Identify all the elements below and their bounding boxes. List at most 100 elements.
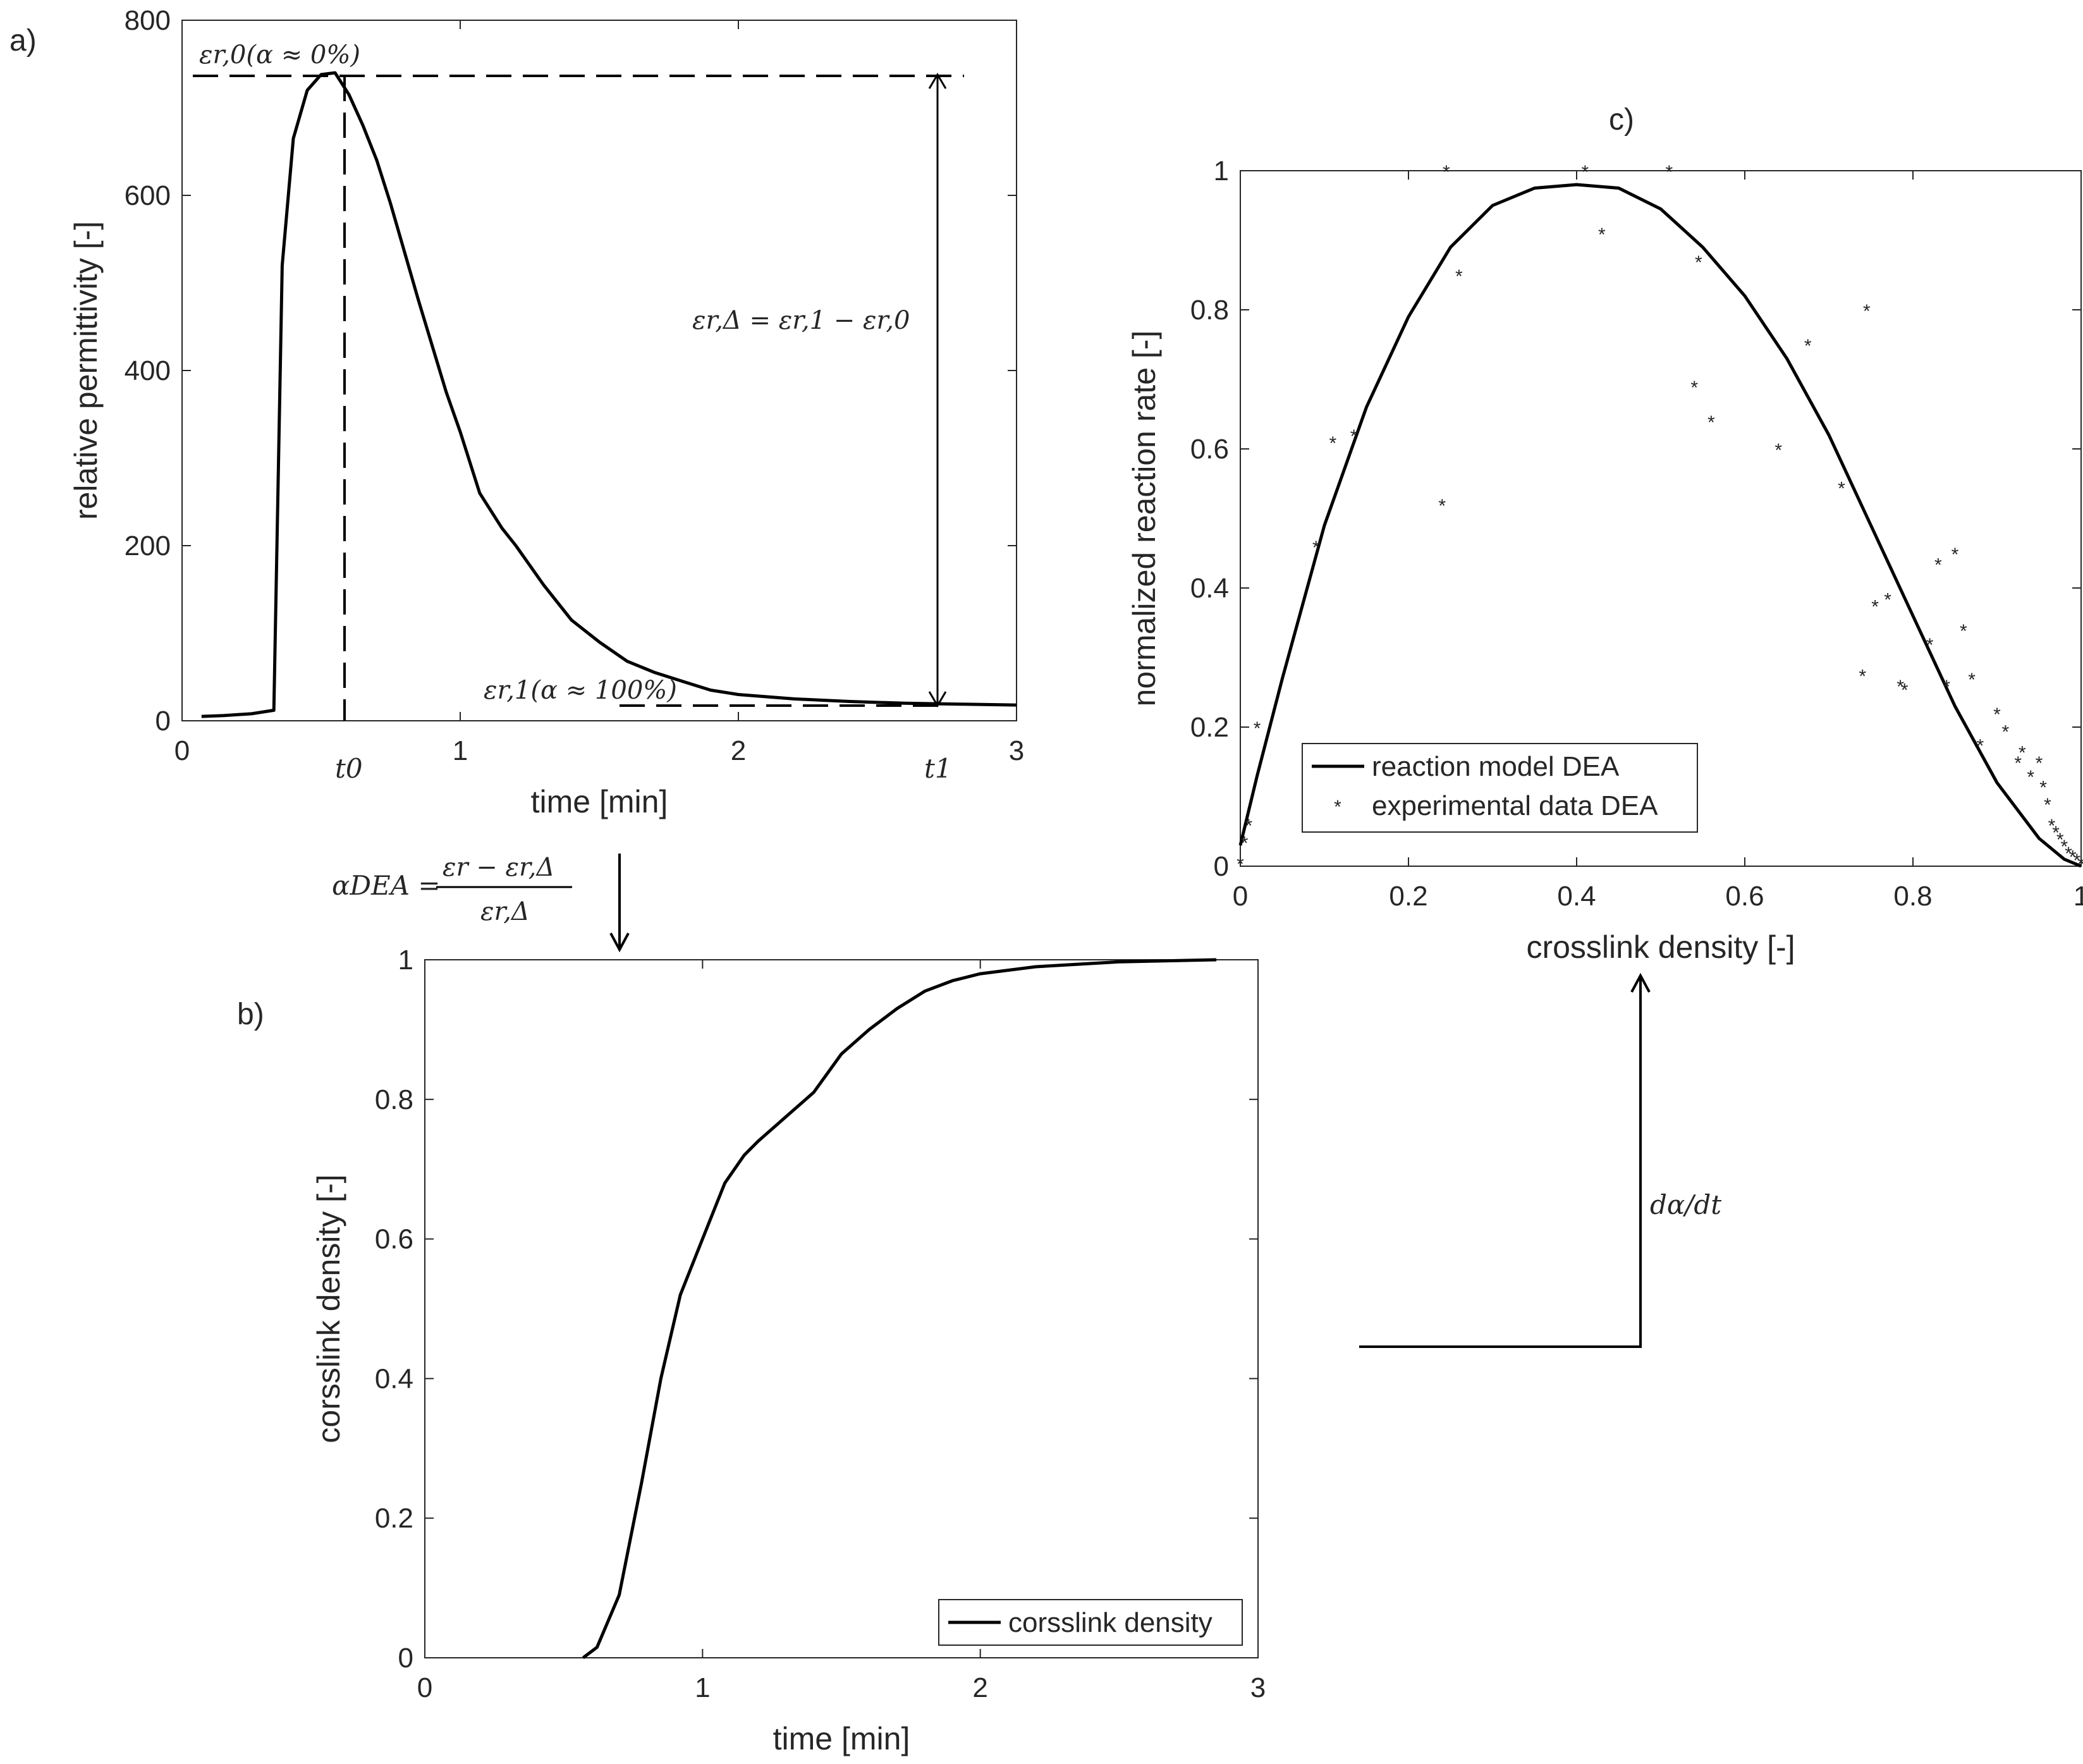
annotations-a — [193, 73, 964, 721]
x-tick-label: 3 — [1009, 735, 1024, 766]
legend-marker-swatch: * — [1334, 797, 1341, 818]
y-tick-label: 1 — [1214, 156, 1229, 187]
scatter-point: * — [2074, 850, 2081, 871]
y-axis-label: corsslink density [-] — [311, 1174, 346, 1443]
delta-arrow-head-top — [928, 73, 947, 89]
delta-label: εr,Δ = εr,1 − εr,0 — [692, 306, 910, 335]
x-tick-label: 3 — [1250, 1672, 1266, 1703]
scatter-point: * — [1241, 833, 1249, 854]
x-tick-label: 0 — [417, 1672, 432, 1703]
panel-label-c: c) — [1609, 103, 1634, 137]
scatter-point: * — [2048, 816, 2056, 836]
scatter-point: * — [1775, 440, 1782, 461]
scatter-point: * — [1943, 677, 1950, 697]
series-line-reaction-model-dea — [1238, 183, 2082, 868]
y-tick-label: 0 — [156, 706, 171, 737]
y-axis-label: relative permittivity [-] — [68, 221, 104, 520]
scatter-point: * — [1952, 544, 1959, 565]
arrow-b-to-c-head — [1630, 972, 1651, 993]
scatter-point: * — [1707, 412, 1715, 433]
scatter-point: * — [1884, 590, 1891, 611]
x-tick-label: 2 — [731, 735, 746, 766]
scatter-point: * — [2001, 722, 2009, 743]
scatter-point: * — [1968, 670, 1976, 690]
scatter-point: * — [1254, 718, 1261, 739]
y-tick-label: 0.2 — [375, 1503, 413, 1534]
x-tick-label: 0.8 — [1893, 881, 1932, 912]
y-tick-label: 0 — [398, 1643, 413, 1674]
y-tick-label: 200 — [125, 530, 171, 561]
y-tick-label: 0 — [1214, 851, 1229, 882]
scatter-point: * — [1863, 301, 1871, 322]
chart-c: 0 0.2 0.4 0.6 0.8 1 0 0.2 0.4 0.6 0.8 1 crosslink de… — [1127, 156, 2083, 965]
scatter-point: * — [1598, 224, 1606, 245]
panel-label-a: a) — [9, 24, 37, 58]
scatter-point: * — [2014, 753, 2022, 774]
axes-box — [1240, 170, 2082, 867]
scatter-point: * — [1838, 479, 1845, 499]
chart-a: 0 1 2 3 0 200 400 600 800 time [min] relative perm… — [68, 5, 1024, 819]
scatter-point: * — [1804, 336, 1812, 357]
scatter-point: * — [1350, 426, 1358, 447]
scatter-point: * — [1581, 162, 1589, 183]
y-tick-label: 1 — [398, 945, 413, 976]
rate-label: dα/dt — [1650, 1189, 1721, 1220]
scatter-point: * — [2039, 778, 2047, 799]
scatter-point: * — [2077, 854, 2083, 875]
chart-b: 0 1 2 3 0 0.2 0.4 0.6 0.8 1 time [min] corsslink de… — [311, 945, 1266, 1756]
scatter-point: * — [1993, 704, 2001, 725]
x-tick-label: 0.4 — [1557, 881, 1596, 912]
scatter-point: * — [1245, 816, 1252, 836]
alpha-numerator: εr − εr,Δ — [443, 853, 554, 882]
x-axis-label: crosslink density [-] — [1526, 929, 1795, 965]
x-tick-label: 1 — [2074, 881, 2083, 912]
scatter-point: * — [1926, 635, 1934, 656]
scatter-point: * — [2056, 830, 2064, 850]
series-line — [201, 71, 1017, 718]
y-axis-label: normalized reaction rate [-] — [1127, 331, 1162, 707]
scatter-point: * — [1859, 666, 1866, 687]
scatter-point: * — [1665, 162, 1673, 183]
scatter-point: * — [1455, 266, 1463, 287]
legend-box — [1302, 743, 1698, 833]
scatter-point: * — [1695, 252, 1702, 273]
scatter-point: * — [1329, 433, 1336, 454]
eps1-label: εr,1(α ≈ 100%) — [484, 676, 677, 705]
legend-entry: corsslink density — [1008, 1607, 1213, 1638]
scatter-point: * — [1897, 677, 1904, 697]
y-tick-label: 800 — [125, 5, 171, 36]
legend-entry: reaction model DEA — [1372, 751, 1620, 782]
scatter-point: * — [1312, 537, 1320, 558]
x-tick-label: 2 — [972, 1672, 987, 1703]
scatter-point: * — [2044, 795, 2051, 816]
y-tick-label: 0.4 — [1190, 573, 1229, 604]
alpha-lhs: αDEA = — [332, 870, 441, 901]
scatter-point: * — [2052, 823, 2060, 843]
x-tick-label: 0.2 — [1389, 881, 1427, 912]
x-tick-label: 0 — [174, 735, 190, 766]
y-tick-label: 600 — [125, 180, 171, 211]
arrow-b-to-c — [1359, 977, 1642, 1348]
series-line-corsslink-density — [582, 958, 1217, 1659]
scatter-point: * — [2069, 847, 2077, 868]
scatter-point: * — [1690, 377, 1698, 398]
x-axis-label: time [min] — [773, 1721, 910, 1756]
alpha-denominator: εr,Δ — [480, 897, 530, 926]
t1-label: t1 — [924, 753, 952, 784]
y-tick-label: 0.8 — [375, 1084, 413, 1115]
scatter-point: * — [2061, 836, 2068, 857]
panel-label-b: b) — [237, 998, 264, 1031]
axes-box — [424, 959, 1259, 1658]
y-tick-label: 0.8 — [1190, 295, 1229, 326]
scatter-point: * — [1438, 496, 1446, 517]
x-tick-label: 0.6 — [1725, 881, 1764, 912]
x-tick-label: 1 — [453, 735, 468, 766]
y-tick-label: 0.6 — [1190, 434, 1229, 465]
scatter-point: * — [2065, 843, 2072, 864]
scatter-point: * — [2036, 753, 2043, 774]
legend-entry: experimental data DEA — [1372, 790, 1658, 821]
scatter-point: * — [1960, 621, 1967, 642]
eps0-label: εr,0(α ≈ 0%) — [199, 40, 360, 70]
delta-arrow-head-bottom — [928, 691, 947, 707]
